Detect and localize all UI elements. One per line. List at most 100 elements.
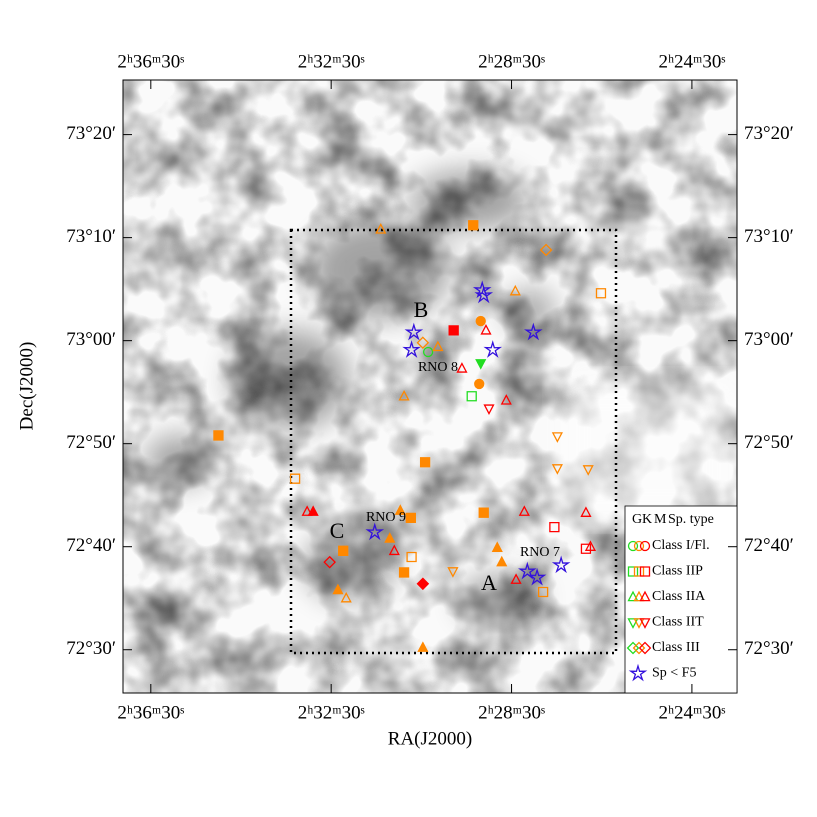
object-label: RNO 9 (366, 510, 406, 525)
legend-label: Class IIA (652, 589, 706, 604)
marker (478, 507, 489, 518)
legend-title-letter: G (632, 512, 642, 527)
marker (496, 555, 508, 567)
marker (388, 544, 400, 556)
y-axis-title: Dec(J2000) (16, 342, 37, 431)
marker (626, 641, 640, 655)
y-tick-label: 73°10′ (744, 226, 794, 247)
legend-label: Class I/Fl. (652, 538, 710, 553)
marker (332, 583, 344, 595)
x-tick-label: 2ʰ28ᵐ30ˢ (478, 702, 545, 723)
marker (483, 404, 495, 415)
marker (289, 473, 301, 484)
marker (213, 430, 224, 441)
y-tick-label: 73°00′ (66, 329, 116, 350)
y-tick-label: 72°30′ (744, 638, 794, 659)
marker (404, 322, 424, 341)
marker (406, 551, 417, 563)
region-label: B (414, 297, 429, 322)
x-tick-label: 2ʰ36ᵐ30ˢ (117, 702, 184, 723)
marker (432, 340, 444, 352)
marker (338, 545, 349, 556)
marker (539, 243, 553, 257)
legend-label: Class III (652, 640, 700, 655)
x-tick-label: 2ʰ32ᵐ30ˢ (298, 702, 365, 723)
y-tick-label: 73°00′ (744, 329, 794, 350)
legend (624, 505, 738, 694)
legend-label: Sp < F5 (652, 666, 696, 681)
marker (638, 641, 652, 655)
y-tick-label: 72°50′ (744, 432, 794, 453)
x-tick-label: 2ʰ24ᵐ30ˢ (658, 51, 725, 72)
marker (416, 336, 430, 350)
marker (551, 432, 563, 443)
region-label: A (481, 570, 497, 595)
marker (639, 566, 651, 577)
marker (627, 590, 639, 602)
survey-region (289, 228, 618, 655)
marker (475, 315, 486, 327)
marker (633, 540, 645, 552)
marker (633, 590, 645, 602)
marker (518, 561, 537, 580)
object-label: RNO 7 (520, 545, 560, 560)
marker (447, 567, 459, 578)
marker (466, 391, 477, 402)
y-tick-label: 73°20′ (744, 123, 794, 144)
marker (595, 288, 607, 299)
marker (474, 285, 494, 304)
legend-title: Sp. type (668, 512, 714, 527)
marker (402, 340, 421, 358)
marker (633, 618, 645, 629)
marker (551, 555, 571, 574)
x-tick-label: 2ʰ36ᵐ30ˢ (117, 51, 184, 72)
marker (524, 322, 543, 341)
marker (627, 540, 639, 552)
y-tick-label: 72°40′ (66, 535, 116, 556)
marker (394, 504, 406, 515)
marker (405, 512, 416, 524)
marker (340, 591, 352, 603)
marker (582, 465, 594, 476)
marker (456, 362, 468, 373)
marker (580, 543, 592, 554)
marker (627, 618, 639, 629)
y-tick-label: 72°40′ (744, 535, 794, 556)
marker (398, 567, 410, 578)
legend-label: Class IIP (652, 564, 703, 579)
marker (375, 223, 387, 234)
marker (398, 389, 410, 401)
marker (527, 567, 547, 586)
marker (537, 586, 549, 598)
region-label: C (330, 518, 345, 543)
marker (483, 340, 503, 358)
object-label: RNO 8 (418, 360, 458, 375)
marker (639, 540, 651, 552)
marker (639, 618, 651, 629)
marker (422, 346, 434, 358)
y-tick-label: 72°30′ (66, 638, 116, 659)
marker (416, 577, 430, 591)
y-tick-label: 72°50′ (66, 432, 116, 453)
legend-label: Class IIT (652, 615, 704, 630)
y-tick-label: 73°10′ (66, 226, 116, 247)
background-image (123, 80, 737, 693)
marker (301, 505, 313, 516)
marker (468, 220, 479, 231)
x-axis-title: RA(J2000) (388, 728, 472, 749)
marker (549, 521, 560, 533)
x-tick-label: 2ʰ28ᵐ30ˢ (478, 51, 545, 72)
marker (584, 540, 597, 551)
marker (509, 284, 521, 296)
marker (518, 505, 530, 516)
marker (580, 506, 592, 517)
marker (551, 464, 563, 475)
marker (500, 394, 512, 405)
y-tick-label: 73°20′ (66, 123, 116, 144)
marker (323, 555, 336, 569)
x-tick-label: 2ʰ32ᵐ30ˢ (298, 51, 365, 72)
marker (491, 541, 503, 552)
marker (365, 522, 385, 541)
marker (417, 641, 429, 652)
